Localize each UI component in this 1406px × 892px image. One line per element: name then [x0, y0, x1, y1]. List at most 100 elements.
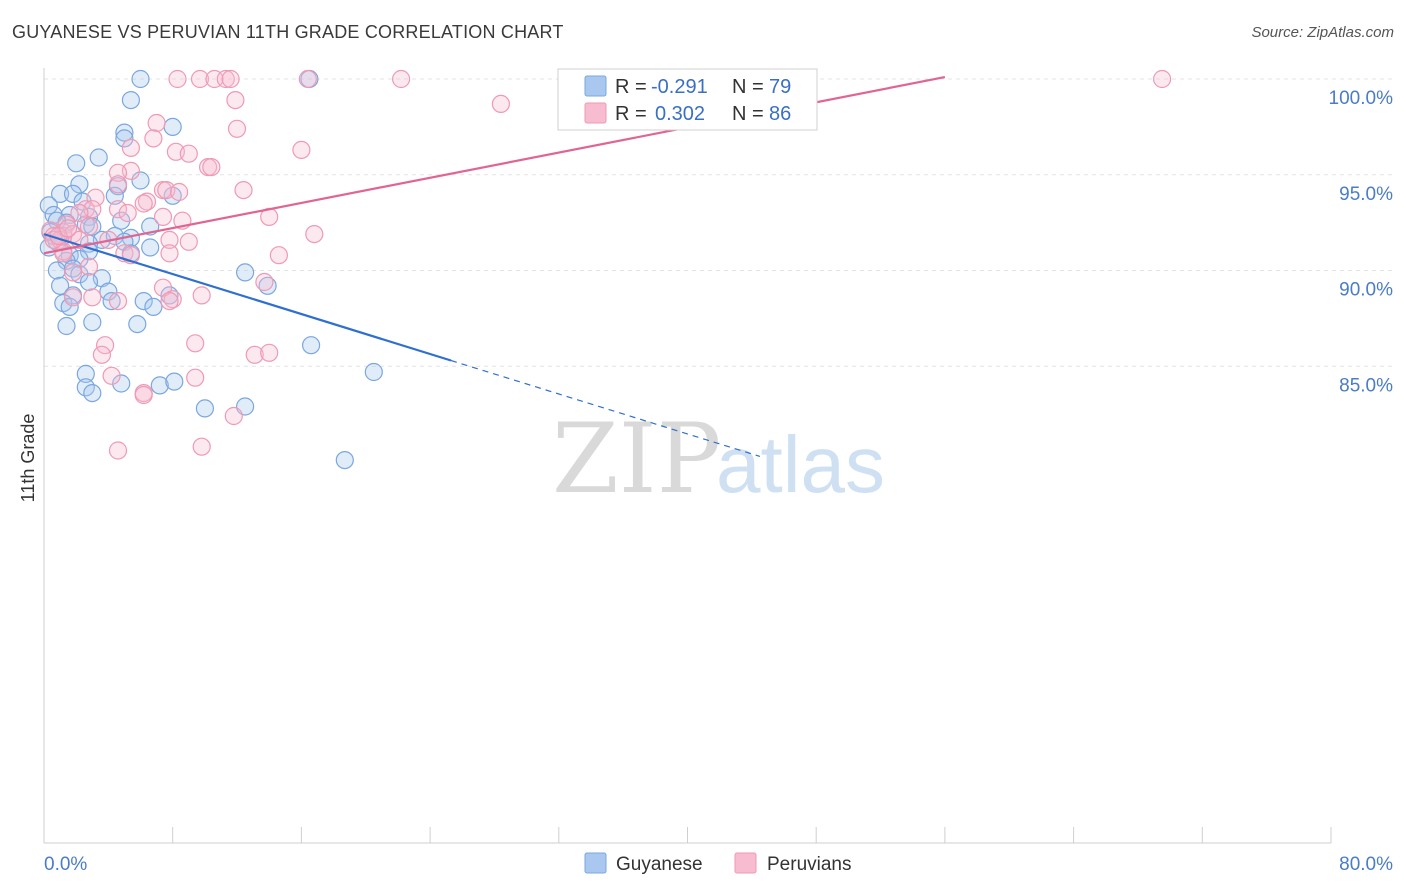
y-tick-label-1: 95.0%	[1339, 184, 1393, 205]
point-peruvians-73	[134, 385, 153, 405]
point-peruvians-18	[202, 158, 221, 177]
point-guyanese-8	[131, 171, 150, 190]
point-guyanese-51	[102, 292, 121, 311]
point-guyanese-69	[335, 451, 354, 470]
point-guyanese-61	[364, 362, 383, 382]
legend-n-value-peruvians: 86	[769, 103, 791, 125]
point-peruvians-75	[192, 437, 211, 456]
legend-r-label-guyanese: R =	[615, 76, 647, 98]
point-guyanese-44	[236, 263, 255, 282]
point-peruvians-79	[58, 219, 78, 238]
point-peruvians-74	[224, 406, 243, 426]
point-peruvians-7	[1152, 69, 1172, 89]
point-peruvians-67	[92, 345, 112, 364]
point-peruvians-9	[491, 94, 510, 114]
legend-swatch-peruvians	[584, 102, 607, 124]
point-peruvians-58	[255, 272, 274, 292]
legend-n-value-guyanese: 79	[769, 76, 791, 98]
bottom-legend-label-guyanese: Guyanese	[616, 854, 703, 875]
series-peruvians	[41, 69, 1172, 460]
point-guyanese-5	[163, 117, 182, 137]
point-guyanese-65	[165, 372, 184, 391]
x-tick-label-min: 0.0%	[44, 854, 87, 875]
watermark-zip: ZIP	[552, 403, 721, 515]
axes	[43, 68, 1332, 844]
point-peruvians-70	[102, 366, 121, 385]
point-peruvians-46	[160, 230, 179, 249]
point-peruvians-3	[216, 69, 235, 89]
bottom-legend-swatch-guyanese	[584, 852, 607, 874]
point-guyanese-58	[128, 315, 147, 334]
point-guyanese-12	[63, 184, 83, 203]
series-legend: Guyanese Peruvians	[584, 852, 852, 875]
point-peruvians-13	[121, 138, 140, 157]
point-guyanese-46	[50, 276, 70, 295]
y-tick-labels: 100.0% 95.0% 90.0% 85.0%	[1329, 88, 1394, 396]
point-peruvians-66	[95, 336, 115, 355]
chart-title: GUYANESE VS PERUVIAN 11TH GRADE CORRELAT…	[12, 22, 564, 42]
point-peruvians-62	[163, 290, 182, 309]
correlation-legend: R = -0.291 N = 79 R = 0.302 N = 86	[557, 68, 818, 131]
legend-r-value-peruvians: 0.302	[655, 103, 705, 125]
point-peruvians-65	[186, 334, 205, 353]
point-guyanese-60	[76, 364, 95, 383]
point-guyanese-56	[83, 313, 102, 332]
point-peruvians-8	[226, 90, 245, 110]
point-peruvians-10	[147, 113, 166, 133]
point-guyanese-0	[131, 69, 150, 89]
point-guyanese-45	[79, 272, 99, 292]
point-peruvians-32	[118, 203, 137, 223]
point-peruvians-33	[70, 203, 89, 223]
point-peruvians-25	[234, 181, 253, 200]
y-tick-label-0: 100.0%	[1329, 88, 1394, 109]
legend-n-label-peruvians: N =	[732, 103, 764, 125]
point-guyanese-15	[39, 196, 58, 215]
watermark: ZIP atlas	[552, 403, 885, 515]
trend-line-extension-guyanese	[450, 359, 761, 457]
trend-line-guyanese	[43, 233, 452, 362]
point-guyanese-14	[105, 186, 124, 205]
point-peruvians-47	[179, 232, 198, 251]
y-tick-label-2: 90.0%	[1339, 280, 1393, 301]
watermark-atlas: atlas	[716, 420, 885, 509]
point-guyanese-55	[144, 297, 163, 316]
point-guyanese-52	[134, 292, 153, 311]
point-guyanese-11	[50, 184, 70, 203]
point-guyanese-64	[150, 376, 169, 395]
legend-r-value-guyanese: -0.291	[651, 76, 708, 98]
point-peruvians-60	[83, 288, 102, 307]
point-peruvians-55	[79, 257, 99, 276]
point-peruvians-15	[179, 144, 198, 163]
point-peruvians-34	[153, 207, 173, 226]
point-peruvians-68	[245, 345, 264, 364]
point-guyanese-7	[89, 148, 108, 167]
bottom-legend-label-peruvians: Peruvians	[767, 854, 852, 875]
point-peruvians-11	[227, 119, 247, 138]
legend-r-label-peruvians: R =	[615, 103, 647, 125]
point-peruvians-27	[137, 192, 157, 211]
point-guyanese-62	[112, 374, 131, 393]
point-guyanese-59	[302, 336, 321, 355]
point-peruvians-71	[186, 368, 205, 387]
x-tick-label-max: 80.0%	[1339, 854, 1393, 875]
point-guyanese-6	[67, 154, 86, 173]
point-peruvians-1	[190, 69, 210, 89]
point-guyanese-34	[141, 238, 160, 257]
point-guyanese-57	[57, 316, 76, 336]
point-guyanese-3	[115, 123, 134, 142]
point-peruvians-29	[108, 200, 128, 219]
point-peruvians-4	[221, 69, 240, 89]
point-guyanese-66	[83, 384, 102, 403]
point-peruvians-69	[260, 343, 279, 362]
point-peruvians-12	[144, 129, 163, 148]
point-guyanese-4	[115, 129, 134, 148]
point-peruvians-24	[170, 182, 189, 202]
point-peruvians-63	[160, 292, 179, 311]
point-peruvians-16	[292, 140, 311, 159]
point-peruvians-6	[392, 69, 411, 89]
point-peruvians-56	[63, 263, 83, 282]
point-peruvians-28	[134, 194, 153, 213]
point-peruvians-38	[79, 217, 99, 236]
point-guyanese-21	[76, 215, 95, 234]
point-peruvians-52	[160, 244, 179, 263]
